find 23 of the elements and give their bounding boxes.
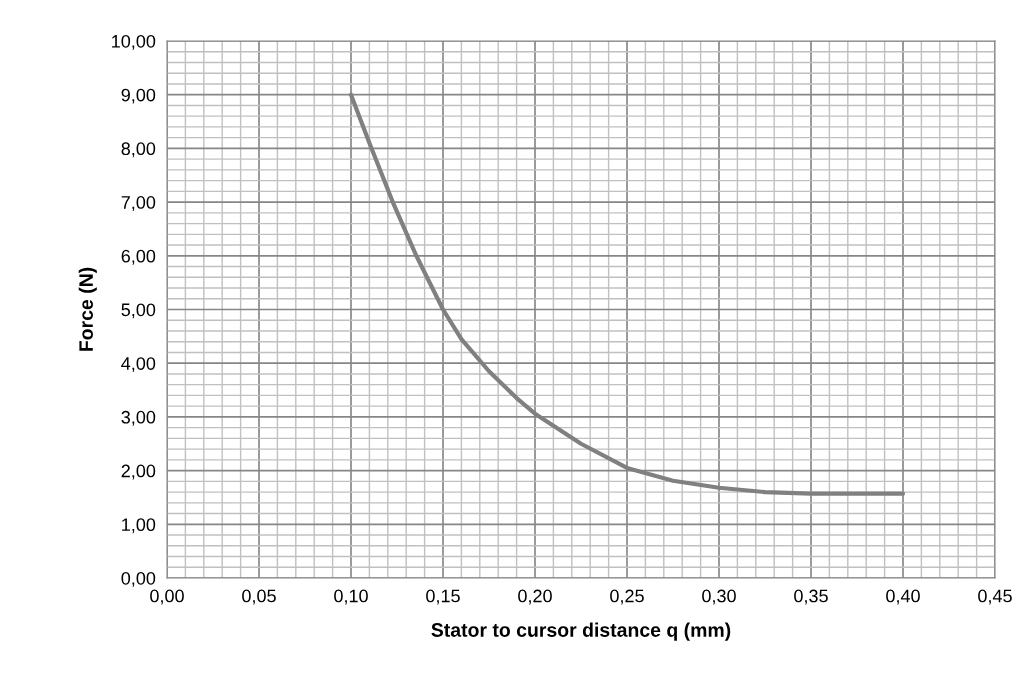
x-tick-label: 0,15: [426, 589, 460, 605]
x-tick-label: 0,35: [794, 589, 828, 605]
x-tick-label: 0,20: [518, 589, 552, 605]
x-axis-title: Stator to cursor distance q (mm): [431, 622, 731, 641]
y-tick-label: 3,00: [121, 410, 156, 426]
y-axis-title: Force (N): [78, 267, 97, 351]
y-tick-label: 4,00: [121, 357, 156, 373]
y-tick-label: 10,00: [112, 34, 156, 50]
y-tick-label: 5,00: [121, 303, 156, 319]
x-tick-label: 0,00: [150, 589, 184, 605]
y-tick-label: 7,00: [121, 196, 156, 211]
x-tick-label: 0,25: [610, 589, 644, 605]
y-tick-label: 0,00: [121, 571, 156, 587]
x-tick-label: 0,45: [978, 589, 1012, 605]
x-tick-label: 0,30: [702, 589, 736, 605]
y-tick-label: 2,00: [121, 464, 156, 480]
y-tick-label: 6,00: [121, 249, 156, 265]
x-tick-label: 0,40: [886, 589, 920, 605]
y-tick-label: 9,00: [121, 88, 156, 104]
x-tick-label: 0,10: [334, 589, 368, 605]
x-tick-label: 0,05: [242, 589, 276, 605]
y-tick-label: 1,00: [122, 518, 156, 534]
y-tick-label: 8,00: [121, 142, 156, 158]
